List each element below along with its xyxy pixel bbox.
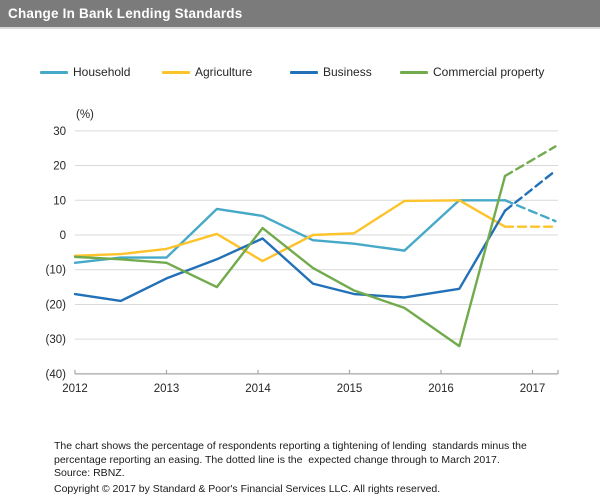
- legend-label: Business: [323, 65, 372, 79]
- x-tick-label: 2017: [520, 383, 546, 395]
- x-tick-label: 2013: [154, 383, 180, 395]
- y-tick-label: (20): [46, 299, 67, 311]
- forecast-line-commercial-property: [503, 145, 557, 178]
- series-line-business: [73, 209, 507, 303]
- series-line-household: [73, 199, 507, 264]
- legend-label: Agriculture: [195, 65, 253, 79]
- legend-item-commercial-property: Commercial property: [400, 64, 544, 80]
- series-line-commercial-property: [73, 174, 507, 348]
- chart-legend: Household Agriculture Business Commercial p…: [0, 64, 600, 82]
- chart-footnote: The chart shows the percentage of respon…: [54, 440, 574, 496]
- y-tick-label: (40): [46, 369, 67, 381]
- legend-line-swatch: [40, 70, 68, 74]
- legend-label: Household: [73, 65, 131, 79]
- legend-line-swatch: [290, 70, 318, 74]
- y-axis-unit-label: (%): [76, 109, 94, 121]
- legend-line-swatch: [400, 70, 428, 74]
- x-tick-label: 2016: [428, 383, 454, 395]
- copyright-text: Copyright © 2017 by Standard & Poor's Fi…: [54, 482, 441, 495]
- y-tick-label: (30): [46, 334, 67, 346]
- y-tick-label: 20: [53, 161, 66, 173]
- footnote-line: Source: RBNZ.: [54, 467, 125, 479]
- footnote-lines: The chart shows the percentage of respon…: [54, 440, 574, 481]
- page-title: Change In Bank Lending Standards: [8, 6, 243, 21]
- legend-line-swatch: [162, 70, 190, 74]
- legend-item-business: Business: [290, 64, 372, 80]
- x-tick-label: 2015: [337, 383, 363, 395]
- legend-item-agriculture: Agriculture: [162, 64, 252, 80]
- y-tick-label: 10: [53, 195, 66, 207]
- x-tick-label: 2014: [245, 383, 271, 395]
- y-tick-label: (10): [46, 265, 67, 277]
- legend-label: Commercial property: [433, 65, 545, 79]
- y-tick-label: 30: [53, 126, 66, 138]
- footnote-line: The chart shows the percentage of respon…: [54, 440, 527, 452]
- forecast-line-household: [503, 199, 557, 223]
- footnote-line: percentage reporting an easing. The dott…: [54, 453, 500, 466]
- title-bar: Change In Bank Lending Standards: [0, 0, 600, 29]
- chart-canvas: 30 20 10 0 (10) (20) (30) (40) (%) 2012 2013 2014 20…: [46, 109, 559, 395]
- x-tick-label: 2012: [62, 383, 88, 395]
- legend-item-household: Household: [40, 64, 130, 80]
- y-tick-label: 0: [60, 230, 66, 242]
- series-line-agriculture: [73, 199, 507, 263]
- forecast-line-business: [503, 169, 557, 212]
